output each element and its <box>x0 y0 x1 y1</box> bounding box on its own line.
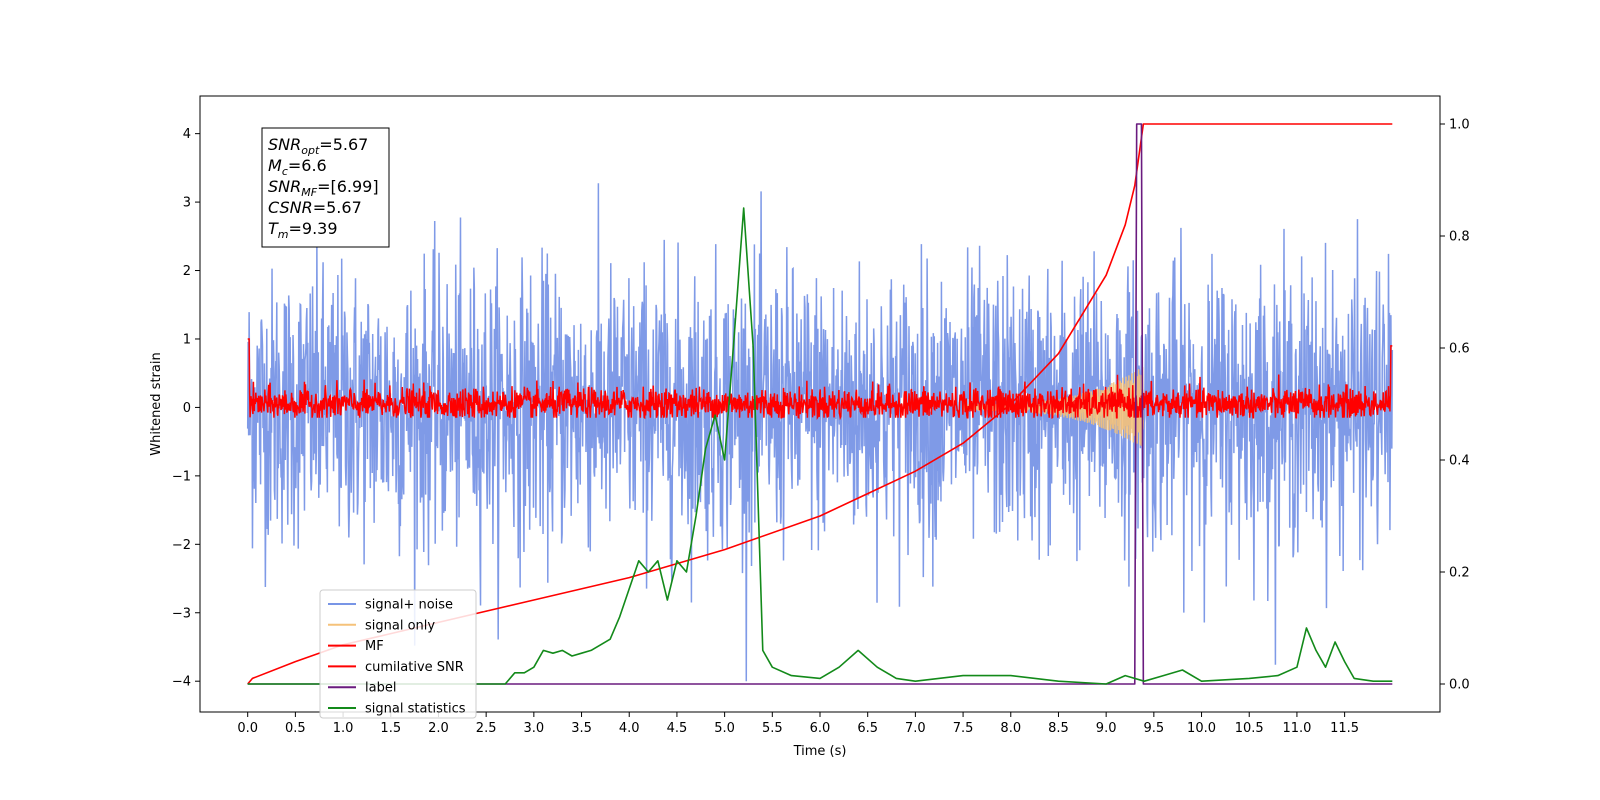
x-tick-label: 11.5 <box>1330 721 1359 736</box>
x-tick-label: 6.0 <box>810 721 831 736</box>
y2-tick-label: 0.8 <box>1449 230 1470 245</box>
annotation-line: SNRopt=5.67 <box>268 135 368 157</box>
annotation-line: Mc=6.6 <box>268 156 327 178</box>
x-tick-label: 2.5 <box>476 721 497 736</box>
y-tick-label: 2 <box>183 264 191 279</box>
x-tick-label: 8.5 <box>1048 721 1069 736</box>
x-tick-label: 1.0 <box>333 721 354 736</box>
y2-tick-label: 1.0 <box>1449 118 1470 133</box>
y2-tick-label: 0.4 <box>1449 454 1470 469</box>
legend-label: MF <box>365 639 384 654</box>
y-tick-label: −4 <box>172 675 191 690</box>
x-tick-label: 0.5 <box>285 721 306 736</box>
annotation-line: Tm=9.39 <box>268 219 338 241</box>
x-tick-label: 4.0 <box>619 721 640 736</box>
annotation-line: CSNR=5.67 <box>268 198 362 217</box>
series-mf-line <box>247 338 1393 421</box>
x-axis-ticks: 0.0 0.5 1.0 1.5 2.0 2.5 3.0 3.5 4.0 4.5 5.0 5.5 6.0 6… <box>237 712 1359 736</box>
y-tick-label: 3 <box>183 196 191 211</box>
x-tick-label: 2.0 <box>428 721 449 736</box>
x-tick-label: 7.5 <box>953 721 974 736</box>
x-tick-label: 8.0 <box>1000 721 1021 736</box>
x-tick-label: 3.0 <box>524 721 545 736</box>
legend-label: label <box>365 681 396 696</box>
annotation-frame <box>261 127 390 248</box>
x-tick-label: 6.5 <box>857 721 878 736</box>
x-tick-label: 0.0 <box>237 721 258 736</box>
y2-axis-ticks: 0.0 0.2 0.4 0.6 0.8 1.0 <box>1440 118 1470 693</box>
x-tick-label: 4.5 <box>667 721 688 736</box>
legend-label: signal+ noise <box>365 598 453 613</box>
y-axis-label: Whitened strain <box>149 352 164 455</box>
x-tick-label: 10.0 <box>1187 721 1216 736</box>
y-tick-label: −2 <box>172 538 191 553</box>
y-tick-label: −3 <box>172 606 191 621</box>
series-signal-statistics-line <box>247 207 1393 685</box>
x-tick-label: 9.5 <box>1144 721 1165 736</box>
legend: signal+ noise signal only MF cumilative SNR… <box>319 589 477 719</box>
x-tick-label: 5.5 <box>762 721 783 736</box>
legend-label: signal statistics <box>365 702 466 717</box>
legend-items: signal+ noise signal only MF cumilative SNR… <box>328 598 466 717</box>
y-tick-label: 0 <box>183 401 191 416</box>
y-tick-label: 4 <box>183 127 191 142</box>
x-tick-label: 1.5 <box>380 721 401 736</box>
y-axis-ticks: −4 −3 −2 −1 0 1 2 3 4 <box>172 127 200 690</box>
x-tick-label: 10.5 <box>1235 721 1264 736</box>
x-axis-label: Time (s) <box>793 744 847 759</box>
y-tick-label: 1 <box>183 332 191 347</box>
y-tick-label: −1 <box>172 469 191 484</box>
x-tick-label: 7.0 <box>905 721 926 736</box>
y2-tick-label: 0.0 <box>1449 678 1470 693</box>
legend-label: cumilative SNR <box>365 660 464 675</box>
x-tick-label: 5.0 <box>714 721 735 736</box>
series-label-line <box>247 123 1393 685</box>
x-tick-label: 9.0 <box>1096 721 1117 736</box>
y2-tick-label: 0.2 <box>1449 566 1470 581</box>
legend-frame <box>319 589 477 719</box>
x-tick-label: 11.0 <box>1282 721 1311 736</box>
annotation-line: SNRMF=[6.99] <box>268 177 379 199</box>
legend-label: signal only <box>365 618 435 633</box>
x-tick-label: 3.5 <box>571 721 592 736</box>
y2-tick-label: 0.6 <box>1449 342 1470 357</box>
